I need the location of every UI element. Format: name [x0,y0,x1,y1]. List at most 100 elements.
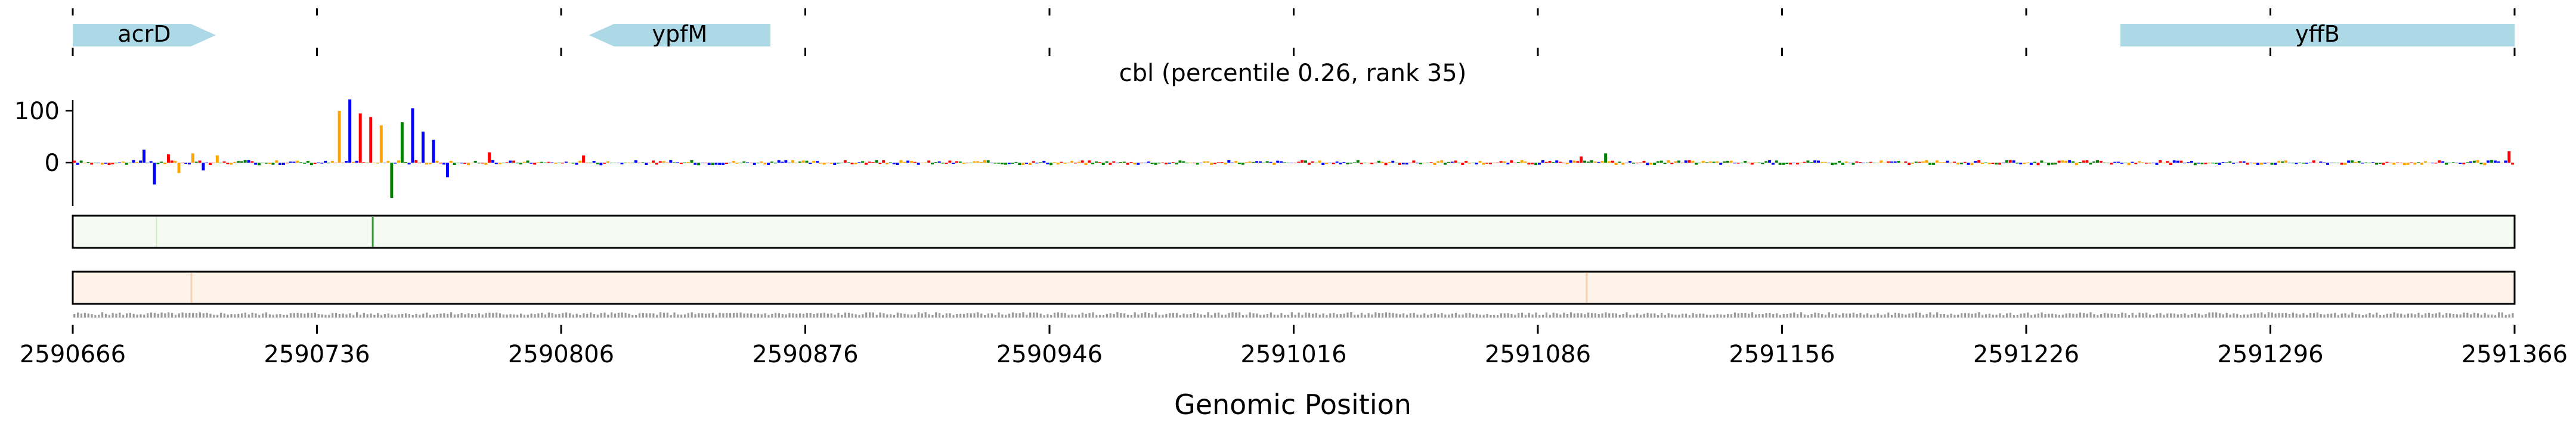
sequence-letter-2590736 [317,314,320,318]
sequence-letter-2591003 [1249,312,1251,318]
logo-letter-2590698 [184,163,188,164]
sequence-letter-2591302 [2292,312,2294,318]
sequence-letter-2591337 [2414,314,2416,318]
sequence-letter-2590907 [914,314,917,318]
sequence-letter-2590758 [394,315,397,318]
logo-letter-2591119 [1653,163,1657,165]
logo-letter-2591205 [1953,161,1956,163]
sequence-letter-2591263 [2156,313,2158,318]
logo-letter-2591353 [2469,161,2472,163]
sequence-letter-2590831 [649,313,651,318]
logo-letter-2590884 [833,163,837,165]
logo-letter-2591299 [2281,161,2284,163]
logo-letter-2590920 [958,161,962,163]
logo-letter-2591113 [1631,163,1635,164]
sequence-letter-2590973 [1144,312,1147,318]
sequence-letter-2591133 [1702,313,1705,318]
logo-letter-2591085 [1534,163,1538,166]
logo-letter-2591082 [1524,161,1527,163]
sequence-letter-2590946 [1050,315,1052,318]
sequence-letter-2590832 [652,313,655,318]
logo-letter-2590979 [1165,163,1168,164]
logo-letter-2591355 [2476,160,2479,163]
sequence-letter-2591125 [1674,315,1677,318]
sequence-letter-2590805 [558,313,561,318]
logo-letter-2591021 [1311,161,1314,163]
sequence-letter-2590719 [258,315,261,318]
logo-letter-2590707 [215,155,219,163]
sequence-letter-2590685 [140,314,142,318]
sequence-letter-2590706 [213,315,215,318]
logo-letter-2590905 [906,160,910,163]
logo-y-tick-label-1: 0 [45,150,60,177]
sequence-letter-2591329 [2386,313,2388,318]
logo-letter-2590749 [362,162,366,163]
logo-letter-2590695 [174,161,177,163]
sequence-letter-2591044 [1392,313,1394,318]
sequence-letter-2591258 [2138,312,2141,318]
sequence-letter-2591033 [1354,315,1356,318]
sequence-letter-2591000 [1239,312,1241,318]
logo-letter-2590895 [871,162,875,163]
sequence-letter-2591191 [1905,314,1907,318]
sequence-letter-2591311 [2323,314,2326,318]
sequence-letter-2591200 [1936,312,1939,318]
logo-letter-2591195 [1918,161,1921,163]
logo-letter-2591145 [1744,161,1747,163]
sequence-letter-2590761 [404,313,407,318]
sequence-letter-2590853 [726,312,728,318]
sequence-letter-2591093 [1563,312,1565,318]
logo-letter-2591090 [1552,161,1555,163]
sequence-letter-2590750 [366,314,369,318]
sequence-letter-2591057 [1437,314,1439,318]
sequence-letter-2590975 [1151,314,1154,318]
logo-letter-2590851 [718,163,722,165]
logo-letter-2591312 [2326,163,2330,165]
logo-letter-2591176 [1852,163,1855,165]
sequence-letter-2590992 [1210,315,1213,318]
logo-letter-2591325 [2371,162,2375,163]
x-tick-label-8: 2591226 [1973,341,2079,368]
sequence-letter-2591238 [2069,313,2071,318]
logo-letter-2591229 [2036,163,2040,166]
sequence-letters [73,312,2514,318]
logo-letter-2590870 [784,160,788,163]
sequence-letter-2590981 [1172,313,1175,318]
sequence-letter-2590802 [547,312,550,318]
sequence-letter-2590945 [1046,314,1049,318]
logo-letter-2591335 [2406,163,2410,165]
sequence-letter-2591212 [1978,312,1980,318]
sequence-letter-2591341 [2428,312,2431,318]
sequence-letter-2590835 [662,312,665,318]
sequence-letter-2591267 [2170,313,2172,318]
logo-letter-2591103 [1597,161,1600,163]
sequence-letter-2591201 [1939,314,1942,318]
logo-letter-2590891 [857,162,861,163]
sequence-letter-2591321 [2358,314,2361,318]
logo-letter-2590772 [442,163,446,165]
sequence-letter-2590837 [670,315,672,318]
sequence-letter-2591207 [1961,313,1963,318]
x-tick-label-10: 2591366 [2462,341,2568,368]
sequence-letter-2590828 [638,313,641,318]
logo-letter-2590775 [453,163,456,166]
sequence-letter-2590884 [834,315,836,318]
logo-letter-2590876 [805,160,809,163]
sequence-letter-2591205 [1953,315,1956,318]
sequence-letter-2590989 [1200,314,1202,318]
logo-letter-2590788 [498,163,501,164]
logo-letter-2591174 [1844,161,1848,163]
logo-letter-2591031 [1346,163,1349,164]
sequence-letter-2591078 [1510,313,1513,318]
logo-letter-2591289 [2246,163,2249,165]
logo-letter-2590716 [247,160,250,163]
logo-letter-2590762 [407,163,411,165]
logo-letter-2591212 [1977,160,1981,163]
sequence-letter-2590814 [589,312,592,318]
logo-letter-2591351 [2462,163,2466,164]
logo-letter-2591234 [2054,163,2057,165]
logo-letter-2590940 [1028,163,1032,166]
sequence-letter-2591297 [2274,313,2277,318]
sequence-letter-2591017 [1298,312,1300,318]
logo-letter-2591200 [1935,160,1939,163]
